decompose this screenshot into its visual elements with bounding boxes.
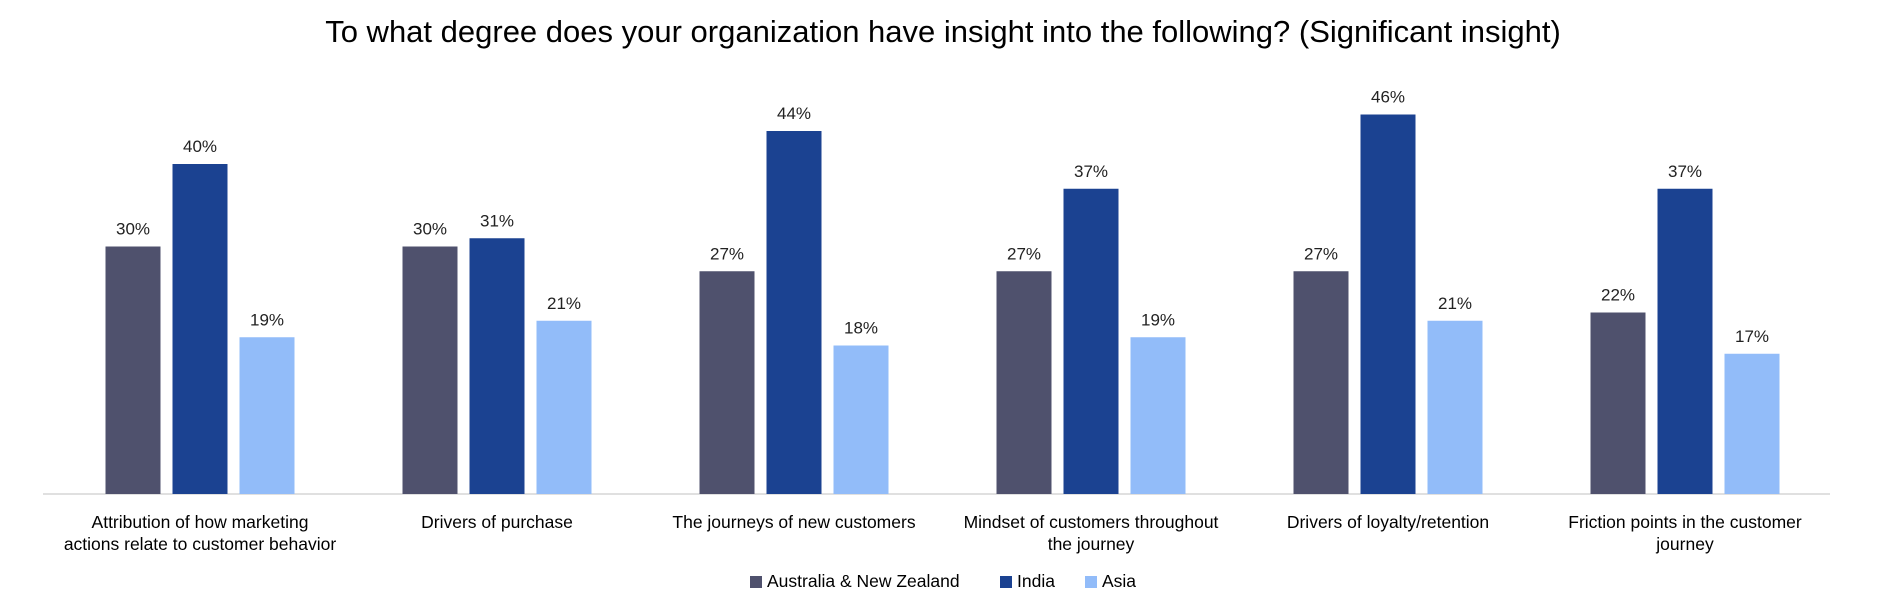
data-label-3-3: 18% <box>844 319 878 338</box>
bar-3-2 <box>536 320 592 494</box>
legend-label-3: Asia <box>1102 571 1136 591</box>
bar-2-3 <box>766 131 822 494</box>
data-label-2-6: 37% <box>1668 162 1702 181</box>
bar-3-4 <box>1130 337 1186 494</box>
data-label-1-6: 22% <box>1601 286 1635 305</box>
bar-1-4 <box>996 271 1052 494</box>
data-label-2-2: 31% <box>480 211 514 230</box>
bar-2-6 <box>1657 188 1713 494</box>
bar-3-6 <box>1724 353 1780 494</box>
data-label-3-4: 19% <box>1141 310 1175 329</box>
bar-2-4 <box>1063 188 1119 494</box>
data-label-2-1: 40% <box>183 137 217 156</box>
bar-1-5 <box>1293 271 1349 494</box>
data-label-1-5: 27% <box>1304 244 1338 263</box>
bar-1-3 <box>699 271 755 494</box>
bar-1-6 <box>1590 312 1646 494</box>
chart-title: To what degree does your organization ha… <box>325 14 1561 49</box>
bar-3-3 <box>833 345 889 494</box>
legend-label-1: Australia & New Zealand <box>767 571 960 591</box>
data-label-3-2: 21% <box>547 294 581 313</box>
data-label-1-3: 27% <box>710 244 744 263</box>
bar-1-1 <box>105 246 161 494</box>
data-label-2-3: 44% <box>777 104 811 123</box>
data-label-2-5: 46% <box>1371 88 1405 107</box>
category-label-3: The journeys of new customers <box>672 512 915 532</box>
legend-swatch-1 <box>750 576 762 588</box>
legend-swatch-3 <box>1085 576 1097 588</box>
data-label-3-5: 21% <box>1438 294 1472 313</box>
data-label-2-4: 37% <box>1074 162 1108 181</box>
data-label-1-1: 30% <box>116 220 150 239</box>
bar-2-5 <box>1360 114 1416 494</box>
category-label-4: Mindset of customers throughout the journ… <box>964 512 1219 554</box>
bar-3-5 <box>1427 320 1483 494</box>
category-label-2: Drivers of purchase <box>421 512 573 532</box>
data-label-3-6: 17% <box>1735 327 1769 346</box>
category-label-1: Attribution of how marketing actions rela… <box>64 512 337 554</box>
category-label-6: Friction points in the customer journey <box>1568 512 1802 554</box>
category-label-5: Drivers of loyalty/retention <box>1287 512 1489 532</box>
legend-swatch-2 <box>1000 576 1012 588</box>
legend-label-2: India <box>1017 571 1055 591</box>
data-label-3-1: 19% <box>250 310 284 329</box>
bar-3-1 <box>239 337 295 494</box>
bar-2-2 <box>469 238 525 494</box>
data-label-1-2: 30% <box>413 220 447 239</box>
bar-1-2 <box>402 246 458 494</box>
bar-2-1 <box>172 164 228 494</box>
data-label-1-4: 27% <box>1007 244 1041 263</box>
